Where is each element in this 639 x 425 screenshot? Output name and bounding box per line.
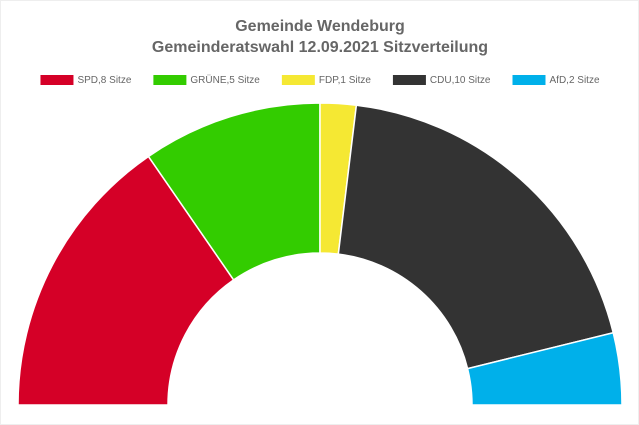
legend-swatch: [512, 75, 546, 85]
legend-label: SPD,8 Sitze: [77, 75, 131, 86]
legend-swatch: [392, 75, 426, 85]
legend-swatch: [153, 75, 187, 85]
legend-label: CDU,10 Sitze: [430, 75, 491, 86]
segment: [466, 331, 623, 406]
segment: [17, 155, 235, 406]
legend-label: FDP,1 Sitze: [319, 75, 371, 86]
legend-swatch: [281, 75, 315, 85]
segment: [337, 104, 615, 370]
legend-label: AfD,2 Sitze: [550, 75, 600, 86]
chart-title: Gemeinde Wendeburg: [235, 18, 405, 35]
legend-label: GRÜNE,5 Sitze: [190, 74, 260, 86]
chart-subtitle: Gemeinderatswahl 12.09.2021 Sitzverteilu…: [152, 39, 488, 56]
legend-swatch: [40, 75, 74, 85]
